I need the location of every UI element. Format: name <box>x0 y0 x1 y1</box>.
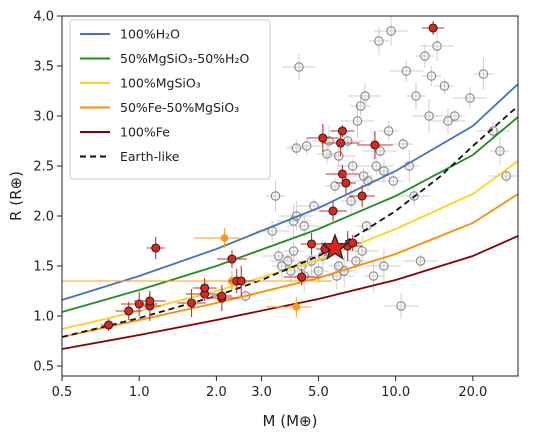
curve-100-h-o <box>62 83 518 301</box>
curve-50-mgsio-50-h-o <box>62 116 518 313</box>
known-planet-point <box>276 204 311 238</box>
highlighted-planet-point <box>300 233 323 255</box>
known-planet-point <box>282 54 317 80</box>
known-planet-point <box>348 83 383 109</box>
known-planet-point <box>383 173 404 189</box>
x-tick-label: 2.0 <box>206 385 227 400</box>
known-planet-point <box>434 78 455 94</box>
y-tick-label: 3.5 <box>33 60 54 75</box>
known-planet-point <box>489 137 510 165</box>
known-planet-point <box>414 44 435 68</box>
known-planet-point <box>405 82 426 110</box>
orange-planet-point <box>194 228 240 248</box>
known-planet-point <box>373 159 394 183</box>
y-axis-label: R (R⊕) <box>7 171 25 221</box>
highlighted-planet-point <box>211 290 232 302</box>
known-planet-point <box>363 260 384 292</box>
highlighted-planet-point <box>349 185 376 207</box>
known-planet-point <box>340 104 375 138</box>
known-planet-point <box>265 180 286 212</box>
y-tick-label: 1.5 <box>33 260 54 275</box>
orange-planet-point <box>62 271 332 291</box>
known-planet-point <box>270 254 305 268</box>
known-planet-point <box>330 132 365 150</box>
y-tick-label: 2.5 <box>33 160 54 175</box>
x-tick-label: 1.0 <box>129 385 150 400</box>
known-planet-point <box>328 260 349 272</box>
known-planet-point <box>363 144 398 158</box>
y-tick-label: 1.0 <box>33 310 54 325</box>
known-planet-point <box>378 121 399 141</box>
known-planet-point <box>374 16 409 46</box>
x-tick-label: 20.0 <box>458 385 487 400</box>
legend-label: 100%MgSiO₃ <box>120 76 201 91</box>
known-planet-point <box>453 87 488 109</box>
known-planets-layer <box>235 16 518 319</box>
legend-label: 100%H₂O <box>120 27 180 42</box>
star-marker <box>320 233 350 261</box>
known-planet-point <box>384 293 419 319</box>
x-tick-label: 0.5 <box>52 385 73 400</box>
highlighted-planets-layer <box>100 21 445 331</box>
known-planet-point <box>412 99 447 133</box>
y-tick-label: 0.5 <box>33 360 54 375</box>
known-planet-point <box>345 236 380 266</box>
legend-label: 100%Fe <box>120 125 170 140</box>
x-axis-label: M (M⊕) <box>263 412 318 430</box>
highlighted-planet-point <box>133 293 166 309</box>
legend-label: Earth-like <box>120 149 180 164</box>
highlighted-planet-point <box>319 201 348 221</box>
y-tick-label: 4.0 <box>33 10 54 25</box>
known-planet-point <box>399 150 420 182</box>
highlighted-planet-point <box>283 269 320 285</box>
known-planet-point <box>289 137 324 155</box>
known-planet-point <box>283 241 304 261</box>
known-planet-point <box>321 145 356 167</box>
known-planet-point <box>430 108 465 134</box>
legend-box <box>69 19 271 180</box>
legend-label: 50%Fe-50%MgSiO₃ <box>120 100 239 115</box>
star-layer <box>320 233 350 261</box>
highlighted-planet-point <box>356 131 393 159</box>
known-planet-point <box>444 110 465 122</box>
highlighted-planet-point <box>306 124 339 152</box>
x-tick-label: 5.0 <box>308 385 329 400</box>
highlighted-planet-point <box>192 278 217 298</box>
highlighted-planet-point <box>216 250 247 268</box>
known-planet-point <box>403 254 438 268</box>
curve-100-fe <box>62 235 518 350</box>
orange-planet-point <box>266 297 312 317</box>
x-tick-label: 10.0 <box>381 385 410 400</box>
known-planet-point <box>420 31 455 61</box>
known-planet-point <box>261 247 296 265</box>
highlighted-planet-point <box>146 237 165 259</box>
ticks-layer: 0.5 1.0 2.0 3.0 5.0 10.0 20.0 0.5 1.0 1.5 2.0 2.5 3.… <box>33 10 487 401</box>
known-planet-point <box>393 138 414 150</box>
highlighted-planet-point <box>335 171 356 195</box>
known-planet-point <box>389 60 424 82</box>
highlighted-planet-point <box>422 21 445 35</box>
known-planet-point <box>317 144 338 164</box>
known-planet-point <box>421 66 442 86</box>
legend-label: 50%MgSiO₃-50%H₂O <box>120 51 249 66</box>
highlighted-planet-point <box>344 235 361 251</box>
highlighted-planet-point <box>228 266 255 296</box>
y-tick-label: 3.0 <box>33 110 54 125</box>
highlighted-planet-point <box>330 125 355 137</box>
curve-50-fe-50-mgsio- <box>62 193 518 338</box>
plot-frame <box>61 15 519 377</box>
y-tick-label: 2.0 <box>33 210 54 225</box>
highlighted-planet-point <box>100 319 117 331</box>
highlighted-planet-point <box>115 302 142 320</box>
known-planet-point <box>359 157 394 175</box>
known-planet-point <box>286 140 307 156</box>
legend: 100%H₂O 50%MgSiO₃-50%H₂O 100%MgSiO₃ 50%Fe-5… <box>69 19 271 180</box>
known-planet-point <box>324 178 345 194</box>
x-tick-label: 3.0 <box>251 385 272 400</box>
known-planet-point <box>473 58 494 90</box>
known-planet-point <box>366 249 401 283</box>
highlighted-planet-point <box>325 165 360 183</box>
known-planet-point <box>368 27 389 55</box>
